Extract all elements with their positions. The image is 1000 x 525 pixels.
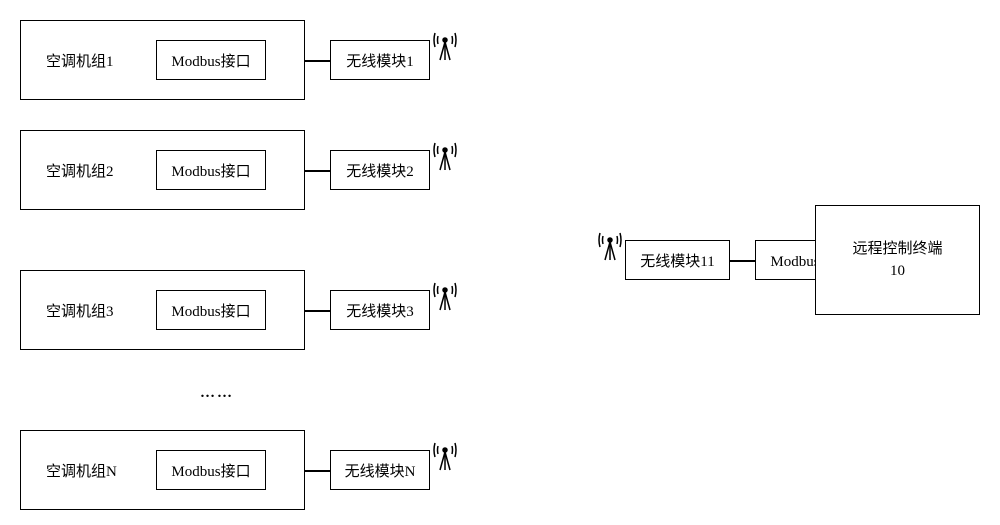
antenna-icon [430,278,460,318]
connector [305,60,330,62]
antenna-icon [430,138,460,178]
modbus-label: Modbus接口 [171,160,250,181]
wireless-label: 无线模块2 [346,160,414,181]
ellipsis: …… [200,385,234,402]
connector [305,470,330,472]
antenna-icon [430,28,460,68]
wireless-label: 无线模块1 [346,50,414,71]
unit-label: 空调机组2 [46,160,114,181]
unit-box: 空调机组3 Modbus接口 [20,270,305,350]
modbus-label: Modbus接口 [171,300,250,321]
unit-label: 空调机组N [46,460,117,481]
modbus-box: Modbus接口 [156,290,266,330]
terminal-box: 远程控制终端 10 [815,205,980,315]
unit-label: 空调机组3 [46,300,114,321]
modbus-box: Modbus接口 [156,150,266,190]
wireless-box: 无线模块1 [330,40,430,80]
modbus-label: Modbus接口 [171,50,250,71]
wireless-label: 无线模块N [345,460,416,481]
wireless-box: 无线模块2 [330,150,430,190]
unit-box: 空调机组N Modbus接口 [20,430,305,510]
unit-box: 空调机组1 Modbus接口 [20,20,305,100]
connector [305,170,330,172]
antenna-icon [595,228,625,268]
connector [305,310,330,312]
wireless-label: 无线模块11 [640,250,714,271]
terminal-label-line2: 10 [890,263,905,279]
modbus-label: Modbus接口 [171,460,250,481]
connector [730,260,755,262]
terminal-label-line1: 远程控制终端 [852,241,942,257]
wireless-label: 无线模块3 [346,300,414,321]
modbus-box: Modbus接口 [156,450,266,490]
wireless-box-right: 无线模块11 [625,240,730,280]
unit-label: 空调机组1 [46,50,114,71]
unit-box: 空调机组2 Modbus接口 [20,130,305,210]
wireless-box: 无线模块N [330,450,430,490]
modbus-box: Modbus接口 [156,40,266,80]
antenna-icon [430,438,460,478]
wireless-box: 无线模块3 [330,290,430,330]
